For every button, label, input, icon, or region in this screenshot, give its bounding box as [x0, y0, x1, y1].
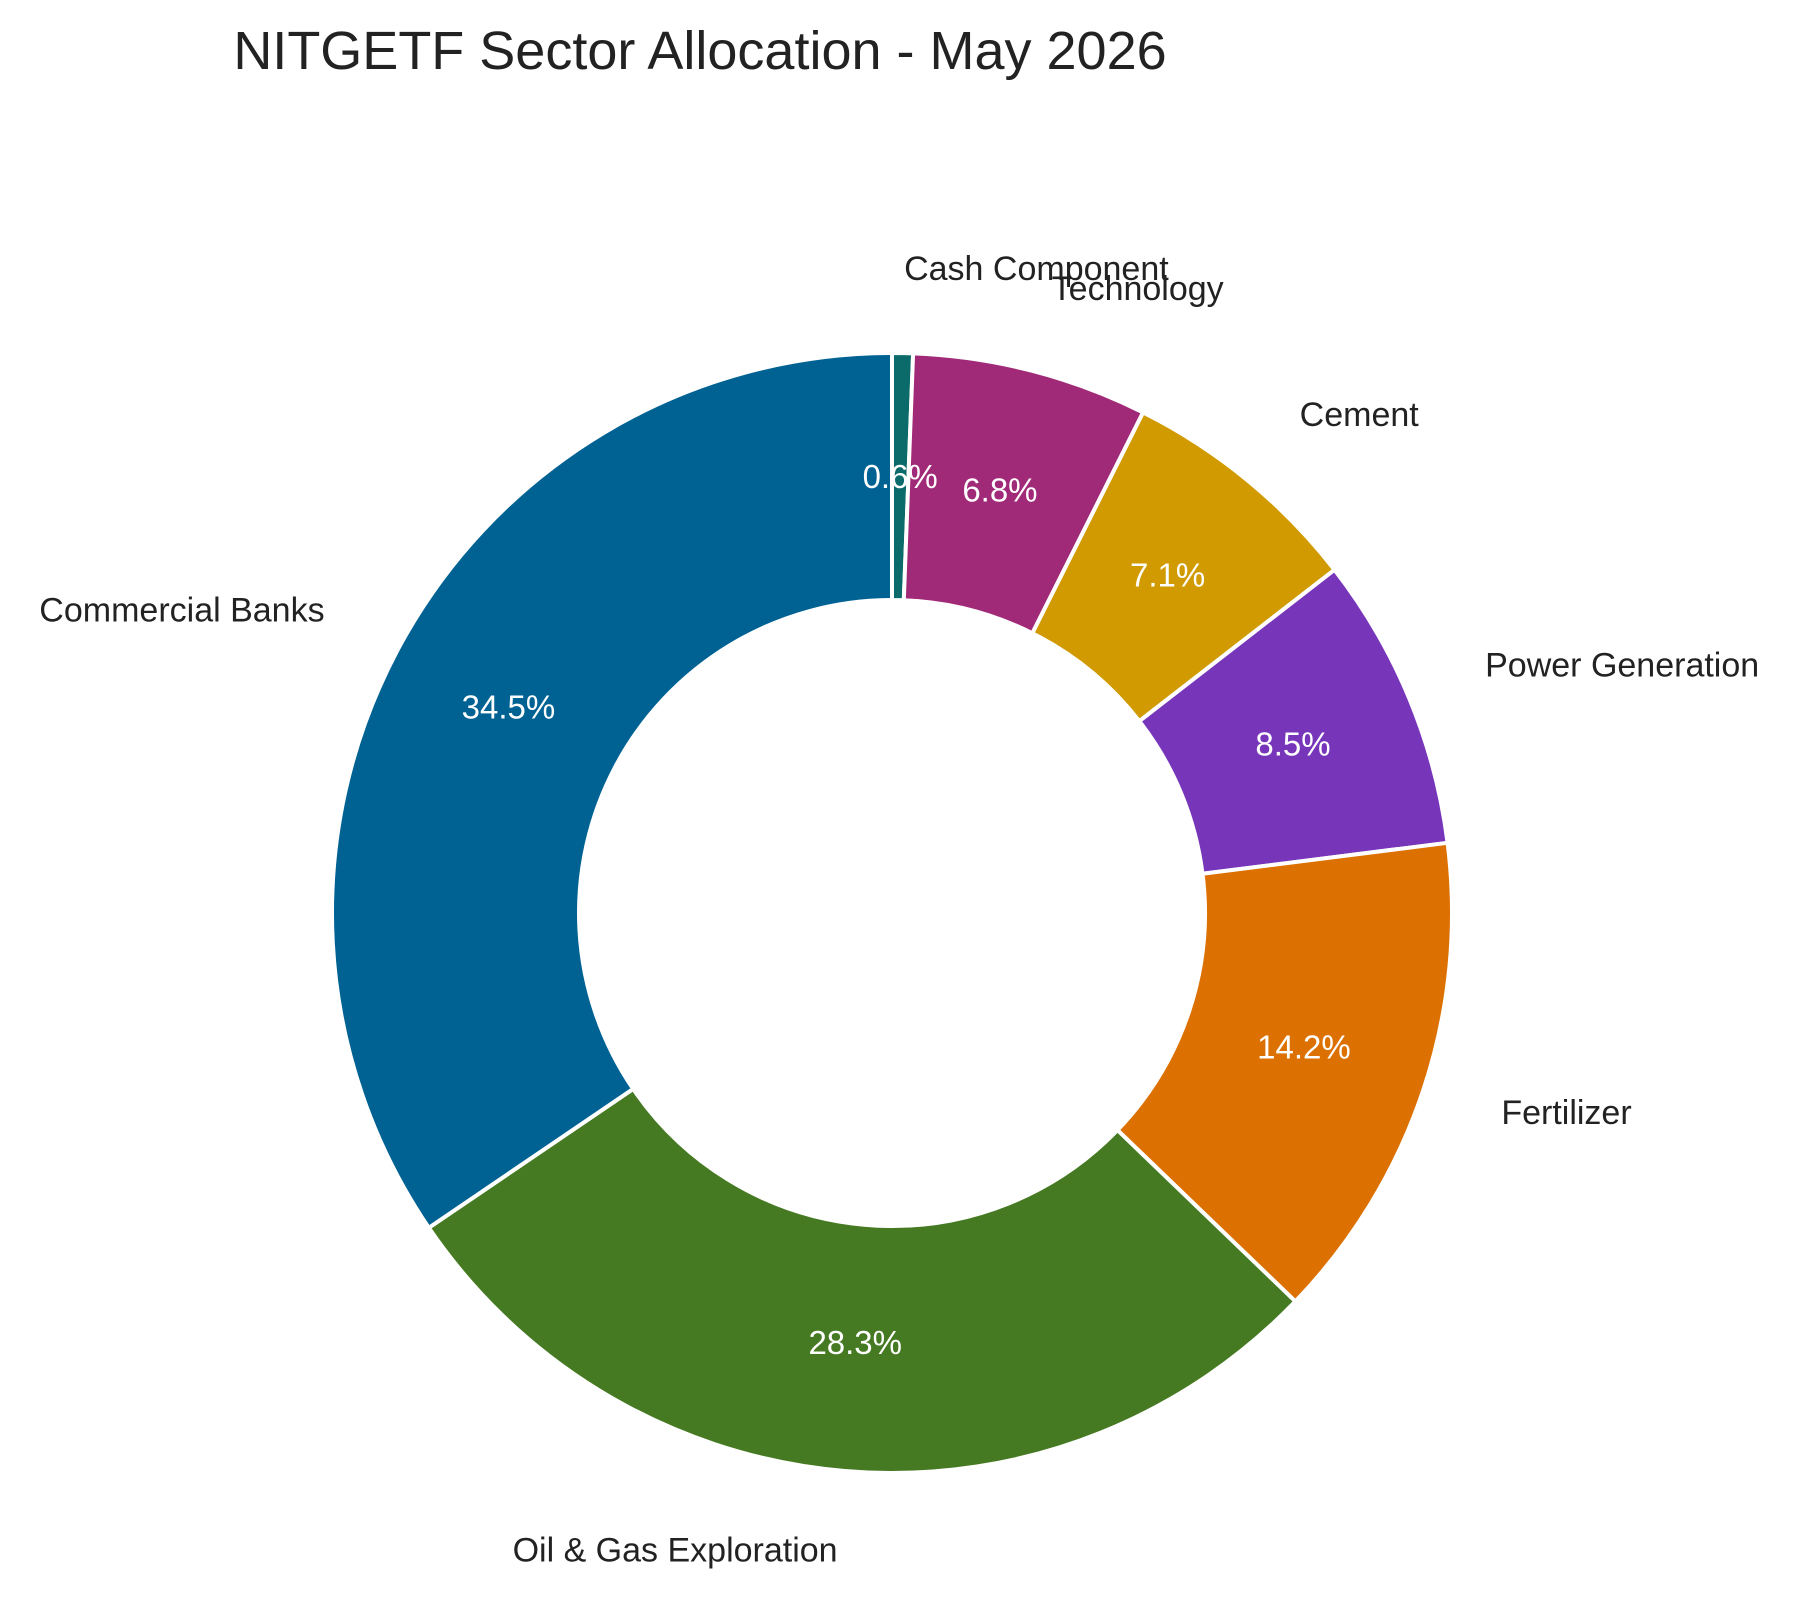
slice-label-power-generation: Power Generation	[1485, 646, 1759, 684]
slice-label-commercial-banks: Commercial Banks	[39, 592, 324, 630]
slice-value-cash-component: 0.6%	[863, 458, 938, 495]
slice-value-technology: 6.8%	[962, 471, 1037, 508]
slice-fertilizer	[1114, 840, 1454, 1305]
labels-layer: Cash Component 0.6% Technology 6.8% Cement 7.…	[39, 250, 1759, 1570]
slice-label-cement: Cement	[1300, 396, 1420, 434]
slice-value-commercial-banks: 34.5%	[462, 689, 556, 726]
chart-title: NITGETF Sector Allocation - May 2026	[233, 21, 1167, 81]
slice-label-fertilizer: Fertilizer	[1501, 1094, 1631, 1132]
slice-value-fertilizer: 14.2%	[1257, 1028, 1351, 1065]
slice-label-oil-and-gas-exploration: Oil & Gas Exploration	[513, 1532, 838, 1570]
slice-value-power-generation: 8.5%	[1255, 726, 1330, 763]
slice-commercial-banks	[329, 350, 894, 1231]
slice-value-oil-and-gas-exploration: 28.3%	[808, 1324, 902, 1361]
slices-layer	[329, 350, 1454, 1476]
slice-label-technology: Technology	[1052, 270, 1224, 308]
slice-oil-and-gas-exploration	[426, 1086, 1299, 1476]
slice-value-cement: 7.1%	[1130, 556, 1205, 593]
slice-label-cash-component: Cash Component	[904, 250, 1169, 288]
